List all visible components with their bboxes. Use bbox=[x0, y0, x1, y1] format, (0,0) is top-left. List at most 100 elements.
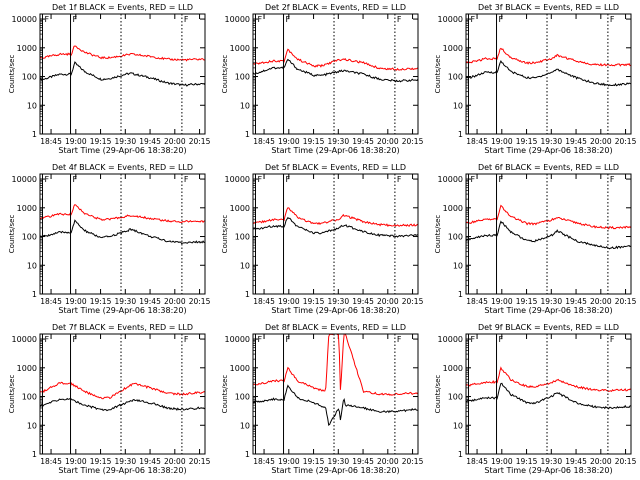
x-tick-label: 20:15 bbox=[615, 137, 637, 146]
x-axis-label: Start Time (29-Apr-06 18:38:20) bbox=[58, 146, 186, 155]
y-tick-label: 10000 bbox=[12, 15, 37, 24]
panel-title: Det 8f BLACK = Events, RED = LLD bbox=[265, 323, 406, 332]
marker-label: F bbox=[184, 335, 189, 344]
x-tick-label: 18:45 bbox=[40, 137, 62, 146]
lld-series-line bbox=[465, 366, 632, 393]
x-tick-label: 19:30 bbox=[114, 137, 136, 146]
x-tick-label: 19:15 bbox=[90, 137, 112, 146]
detector-panel: Det 6f BLACK = Events, RED = LLD 1 10 100 10… bbox=[434, 163, 637, 315]
marker-label: F bbox=[257, 335, 262, 344]
marker-label: F bbox=[73, 15, 78, 24]
plot-frame bbox=[39, 173, 206, 295]
panel-title: Det 6f BLACK = Events, RED = LLD bbox=[478, 163, 619, 172]
y-tick-label: 10000 bbox=[225, 15, 250, 24]
x-tick-label: 19:30 bbox=[540, 457, 562, 466]
x-tick-label: 20:00 bbox=[164, 137, 186, 146]
lld-series-line bbox=[39, 203, 206, 224]
x-tick-label: 20:00 bbox=[377, 457, 399, 466]
y-tick-label: 1000 bbox=[17, 204, 37, 213]
x-tick-label: 20:00 bbox=[377, 137, 399, 146]
y-axis-label: Counts/sec bbox=[221, 375, 229, 414]
panel-title: Det 1f BLACK = Events, RED = LLD bbox=[52, 3, 193, 12]
y-tick-label: 10 bbox=[453, 101, 463, 110]
x-tick-label: 19:15 bbox=[90, 297, 112, 306]
x-tick-label: 18:45 bbox=[253, 297, 275, 306]
x-tick-label: 18:45 bbox=[466, 457, 488, 466]
detector-panel: Det 5f BLACK = Events, RED = LLD 1 10 100 10… bbox=[221, 163, 424, 315]
x-tick-label: 19:45 bbox=[565, 297, 587, 306]
plot-frame bbox=[252, 333, 419, 455]
y-tick-label: 10 bbox=[240, 101, 250, 110]
y-tick-label: 10000 bbox=[225, 335, 250, 344]
y-tick-label: 100 bbox=[448, 73, 463, 82]
y-tick-label: 1000 bbox=[230, 204, 250, 213]
x-tick-label: 19:45 bbox=[565, 457, 587, 466]
marker-label: F bbox=[184, 15, 189, 24]
x-tick-label: 20:15 bbox=[615, 457, 637, 466]
lld-series-line bbox=[39, 45, 206, 62]
lld-series-line bbox=[252, 207, 419, 227]
x-axis-label: Start Time (29-Apr-06 18:38:20) bbox=[484, 146, 612, 155]
y-tick-label: 10000 bbox=[12, 335, 37, 344]
lld-series-line bbox=[39, 381, 206, 400]
x-tick-label: 19:00 bbox=[65, 137, 87, 146]
detector-panel: Det 1f BLACK = Events, RED = LLD 1 10 100 10… bbox=[8, 3, 211, 155]
y-tick-label: 10 bbox=[453, 261, 463, 270]
y-tick-label: 100 bbox=[22, 393, 37, 402]
y-axis-label: Counts/sec bbox=[221, 215, 229, 254]
plot-frame bbox=[465, 333, 632, 455]
x-tick-label: 19:15 bbox=[303, 137, 325, 146]
x-tick-label: 19:15 bbox=[303, 457, 325, 466]
y-tick-label: 10000 bbox=[438, 335, 463, 344]
y-tick-label: 1000 bbox=[230, 364, 250, 373]
y-tick-label: 100 bbox=[235, 233, 250, 242]
x-tick-label: 19:30 bbox=[540, 297, 562, 306]
y-tick-label: 1 bbox=[32, 290, 37, 299]
x-tick-label: 19:45 bbox=[565, 137, 587, 146]
x-axis-label: Start Time (29-Apr-06 18:38:20) bbox=[271, 306, 399, 315]
marker-label: F bbox=[610, 175, 615, 184]
marker-label: F bbox=[610, 335, 615, 344]
y-tick-label: 1 bbox=[32, 450, 37, 459]
y-tick-label: 1000 bbox=[230, 44, 250, 53]
y-tick-label: 1 bbox=[458, 130, 463, 139]
x-tick-label: 19:45 bbox=[352, 137, 374, 146]
x-tick-label: 18:45 bbox=[466, 297, 488, 306]
x-tick-label: 18:45 bbox=[466, 137, 488, 146]
y-tick-label: 1000 bbox=[443, 364, 463, 373]
x-tick-label: 18:45 bbox=[40, 297, 62, 306]
x-tick-label: 20:15 bbox=[189, 137, 211, 146]
x-tick-label: 19:15 bbox=[516, 297, 538, 306]
y-axis-label: Counts/sec bbox=[221, 55, 229, 94]
x-tick-label: 20:00 bbox=[590, 457, 612, 466]
x-tick-label: 19:00 bbox=[491, 297, 513, 306]
y-tick-label: 10 bbox=[240, 261, 250, 270]
detector-panel: Det 3f BLACK = Events, RED = LLD 1 10 100 10… bbox=[434, 3, 637, 155]
y-tick-label: 1000 bbox=[443, 204, 463, 213]
marker-label: F bbox=[470, 175, 475, 184]
y-tick-label: 100 bbox=[22, 73, 37, 82]
y-tick-label: 100 bbox=[235, 73, 250, 82]
x-tick-label: 18:45 bbox=[253, 137, 275, 146]
y-axis-label: Counts/sec bbox=[434, 375, 442, 414]
y-tick-label: 10 bbox=[27, 101, 37, 110]
x-tick-label: 20:15 bbox=[402, 297, 424, 306]
x-axis-label: Start Time (29-Apr-06 18:38:20) bbox=[58, 306, 186, 315]
y-tick-label: 10 bbox=[27, 421, 37, 430]
x-tick-label: 20:00 bbox=[164, 457, 186, 466]
x-tick-label: 19:45 bbox=[352, 297, 374, 306]
detector-panel: Det 4f BLACK = Events, RED = LLD 1 10 100 10… bbox=[8, 163, 211, 315]
y-tick-label: 1000 bbox=[17, 44, 37, 53]
y-tick-label: 10000 bbox=[12, 175, 37, 184]
x-tick-label: 18:45 bbox=[40, 457, 62, 466]
lld-series-line bbox=[465, 47, 632, 67]
marker-label: F bbox=[257, 15, 262, 24]
y-tick-label: 1 bbox=[32, 130, 37, 139]
x-tick-label: 19:30 bbox=[540, 137, 562, 146]
marker-label: F bbox=[499, 15, 504, 24]
events-series-line bbox=[465, 220, 632, 250]
x-tick-label: 20:00 bbox=[590, 297, 612, 306]
lld-series-line bbox=[465, 204, 632, 230]
marker-label: F bbox=[73, 335, 78, 344]
